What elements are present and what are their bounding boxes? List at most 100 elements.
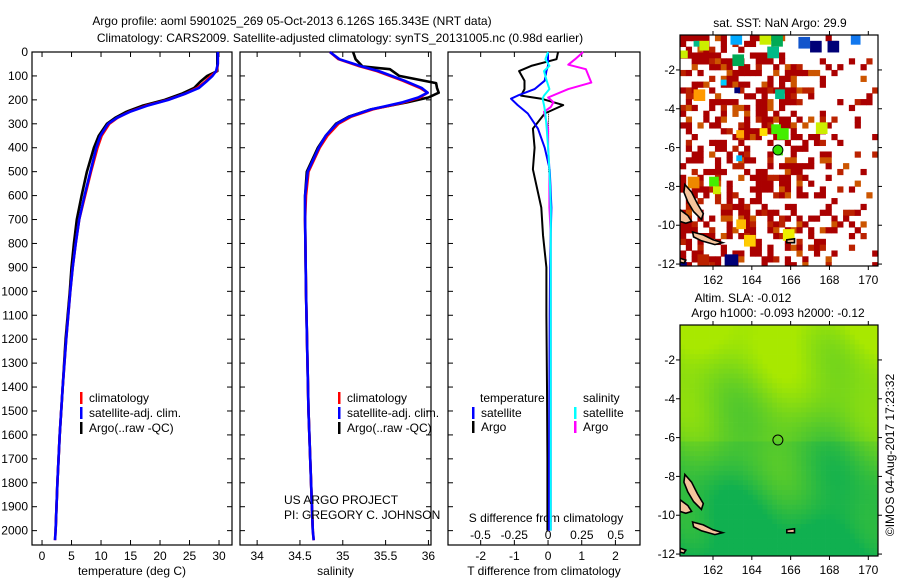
sla-cell bbox=[840, 543, 846, 549]
sla-cell bbox=[723, 436, 729, 442]
sst-cell bbox=[736, 155, 743, 162]
sst-cell bbox=[755, 69, 762, 77]
sst-cell bbox=[744, 227, 751, 234]
island-land bbox=[785, 237, 796, 244]
sla-cell bbox=[704, 504, 710, 510]
sla-cell bbox=[767, 334, 773, 340]
sla-cell bbox=[781, 533, 788, 539]
sla-cell bbox=[713, 402, 720, 408]
sla-cell bbox=[762, 402, 768, 408]
sla-cell bbox=[747, 431, 754, 437]
sla-cell bbox=[713, 480, 720, 486]
sla-cell bbox=[801, 402, 807, 408]
sla-cell bbox=[728, 494, 734, 501]
sst-cell bbox=[796, 134, 803, 141]
sla-cell bbox=[767, 417, 773, 423]
sla-cell bbox=[859, 363, 865, 370]
sla-cell bbox=[743, 480, 749, 486]
sla-cell bbox=[811, 509, 817, 515]
lon-tick-label: 168 bbox=[819, 563, 839, 577]
sla-cell bbox=[684, 378, 691, 384]
sla-cell bbox=[728, 548, 734, 554]
sla-cell bbox=[796, 485, 802, 491]
sla-cell bbox=[801, 504, 807, 510]
sla-cell bbox=[786, 523, 792, 530]
sst-cell bbox=[680, 69, 687, 77]
sst-cell bbox=[680, 110, 687, 117]
sst-cell bbox=[848, 221, 856, 228]
sla-cell bbox=[680, 480, 686, 486]
sla-cell bbox=[859, 523, 865, 530]
sst-cell bbox=[685, 203, 693, 211]
sla-cell bbox=[709, 358, 715, 365]
sla-cell bbox=[811, 354, 817, 360]
sst-cell bbox=[819, 116, 826, 123]
sla-cell bbox=[743, 538, 749, 544]
sla-cell bbox=[762, 490, 768, 496]
sla-cell bbox=[835, 383, 841, 389]
sst-cell bbox=[734, 87, 741, 94]
sla-cell bbox=[796, 528, 802, 535]
sst-cell bbox=[697, 145, 704, 152]
sla-cell bbox=[713, 553, 720, 556]
sla-cell bbox=[840, 349, 846, 355]
sla-cell bbox=[854, 441, 860, 447]
legend-label: satellite bbox=[481, 406, 522, 420]
sla-cell bbox=[820, 422, 826, 428]
sla-cell bbox=[781, 553, 788, 556]
sst-cell bbox=[825, 174, 832, 181]
sla-cell bbox=[825, 329, 831, 336]
sla-cell bbox=[694, 465, 700, 471]
sla-cell bbox=[796, 349, 802, 355]
sla-cell bbox=[713, 499, 720, 505]
sla-cell bbox=[699, 378, 705, 384]
sla-cell bbox=[752, 397, 758, 403]
sla-cell bbox=[704, 436, 710, 442]
sla-cell bbox=[747, 373, 754, 379]
sla-cell bbox=[874, 451, 878, 457]
sla-cell bbox=[752, 388, 758, 394]
sla-cell bbox=[840, 426, 846, 433]
sla-cell bbox=[781, 528, 788, 535]
sla-cell bbox=[796, 373, 802, 379]
sla-cell bbox=[864, 553, 870, 556]
sla-cell bbox=[747, 407, 754, 413]
depth-tick-label: 200 bbox=[8, 93, 28, 107]
sla-cell bbox=[767, 465, 773, 471]
sla-cell bbox=[786, 334, 792, 340]
sla-cell bbox=[694, 528, 700, 535]
sst-cell bbox=[738, 87, 745, 94]
sla-cell bbox=[874, 519, 878, 525]
sla-cell bbox=[840, 553, 846, 556]
plot-frame bbox=[447, 51, 641, 546]
sla-cell bbox=[728, 543, 734, 549]
sla-cell bbox=[801, 460, 807, 467]
sst-cell bbox=[854, 151, 861, 158]
sla-cell bbox=[777, 431, 783, 437]
sla-cell bbox=[786, 548, 792, 554]
sla-cell bbox=[777, 407, 783, 413]
sla-cell bbox=[777, 363, 783, 370]
sst-cell bbox=[813, 134, 821, 141]
sla-cell bbox=[781, 325, 788, 331]
sst-cell bbox=[749, 244, 757, 251]
sla-cell bbox=[845, 528, 851, 535]
sst-cell bbox=[802, 163, 809, 170]
sla-cell bbox=[830, 499, 836, 505]
sla-cell bbox=[796, 354, 802, 360]
sla-cell bbox=[825, 397, 831, 403]
sst-cell bbox=[726, 75, 733, 82]
sla-cell bbox=[806, 397, 812, 403]
sst-cell bbox=[709, 176, 719, 187]
sla-cell bbox=[815, 446, 822, 452]
sla-cell bbox=[801, 528, 807, 535]
sla-cell bbox=[689, 392, 695, 399]
sla-cell bbox=[743, 334, 749, 340]
sla-cell bbox=[811, 519, 817, 525]
sla-cell bbox=[689, 499, 695, 505]
sst-cell bbox=[796, 145, 803, 152]
sla-cell bbox=[752, 325, 758, 331]
sla-cell bbox=[777, 383, 783, 389]
sla-cell bbox=[680, 538, 686, 544]
sla-cell bbox=[747, 344, 754, 350]
